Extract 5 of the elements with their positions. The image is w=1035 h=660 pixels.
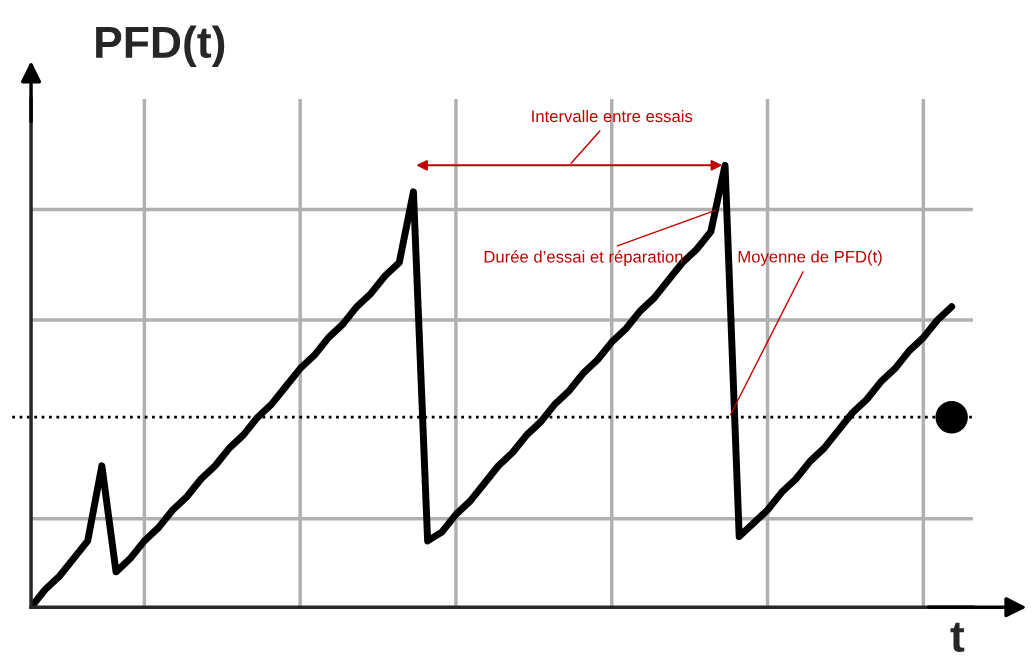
annotation: Durée d’essai et réparation — [484, 250, 683, 266]
text: Intervalle entre essais — [532, 109, 693, 123]
x-axis-title: t — [950, 622, 965, 653]
annotation: Moyenne de PFD(t) — [738, 250, 882, 266]
y-axis-title: PFD(t) — [96, 25, 225, 67]
